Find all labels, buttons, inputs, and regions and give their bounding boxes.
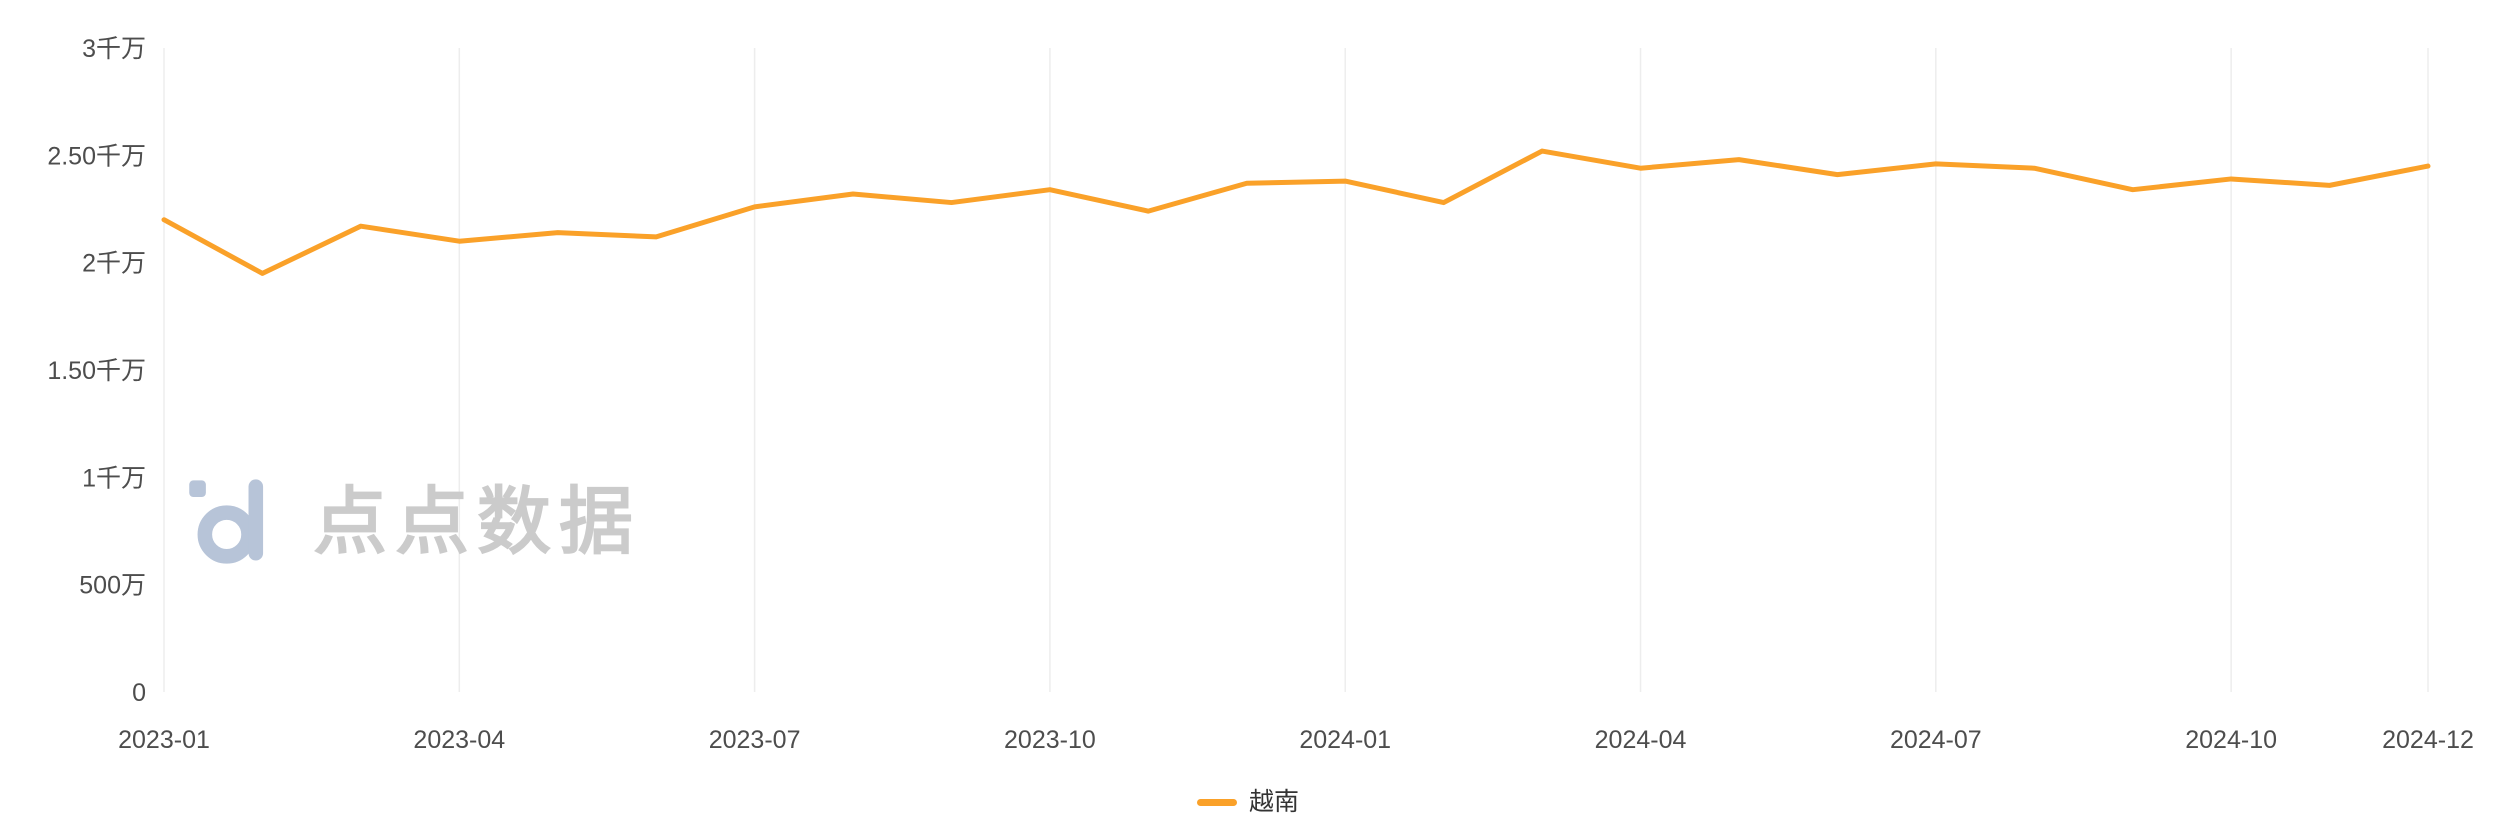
legend-item-vietnam[interactable]: 越南 bbox=[1196, 788, 1299, 816]
x-axis-label: 2023-07 bbox=[709, 726, 801, 754]
x-axis-label: 2024-12 bbox=[2382, 726, 2474, 754]
x-axis-label: 2023-01 bbox=[118, 726, 210, 754]
legend-marker bbox=[1196, 799, 1237, 806]
y-axis-label: 2千万 bbox=[82, 250, 146, 278]
legend: 越南 bbox=[0, 790, 2496, 815]
y-axis-label: 0 bbox=[132, 679, 146, 707]
x-axis-label: 2024-07 bbox=[1890, 726, 1982, 754]
x-axis-label: 2024-04 bbox=[1595, 726, 1687, 754]
y-axis-label: 2.50千万 bbox=[47, 142, 146, 170]
x-axis-label: 2024-01 bbox=[1299, 726, 1391, 754]
x-axis-label: 2023-10 bbox=[1004, 726, 1096, 754]
y-axis-label: 1.50千万 bbox=[47, 357, 146, 385]
x-axis-label: 2024-10 bbox=[2185, 726, 2277, 754]
y-axis-label: 500万 bbox=[79, 572, 146, 600]
legend-label: 越南 bbox=[1248, 788, 1299, 816]
y-axis-label: 3千万 bbox=[82, 35, 146, 63]
series-line-越南[interactable] bbox=[161, 148, 2431, 276]
y-axis-label: 1千万 bbox=[82, 464, 146, 492]
x-axis-label: 2023-04 bbox=[413, 726, 505, 754]
